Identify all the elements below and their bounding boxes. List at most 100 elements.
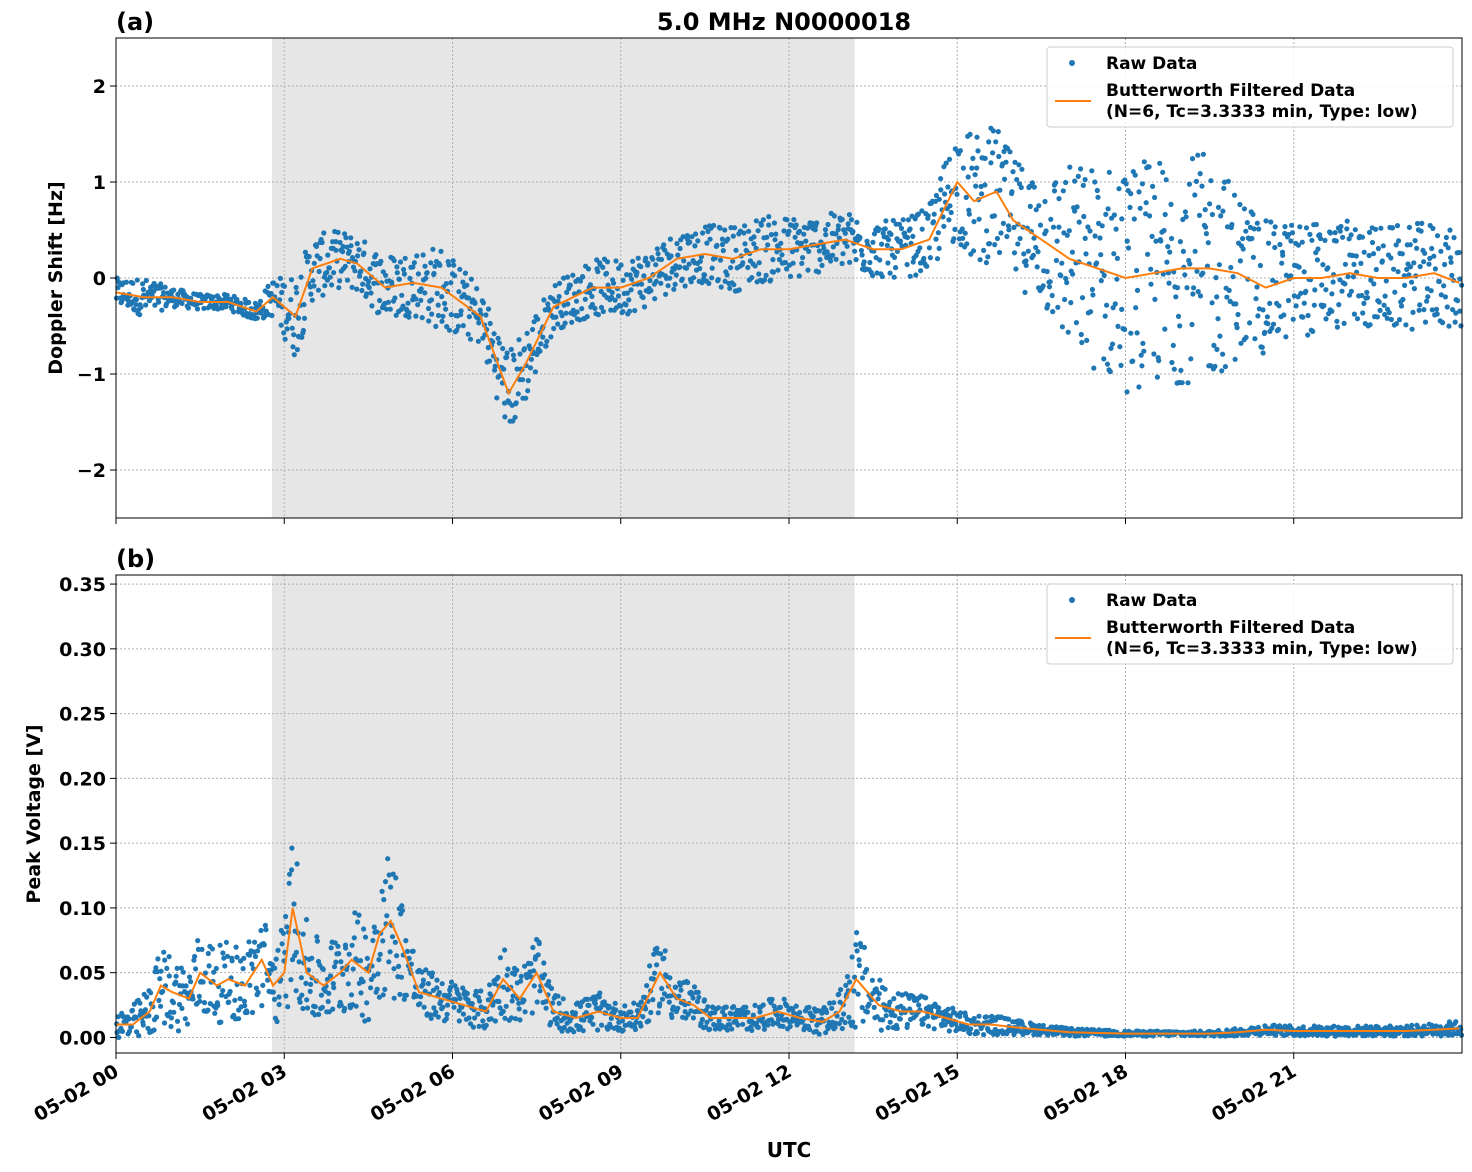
raw-data-point [1300, 314, 1306, 320]
raw-data-point [352, 910, 358, 916]
raw-data-point [750, 1012, 756, 1018]
raw-data-point [492, 367, 498, 373]
raw-data-point [1336, 302, 1342, 308]
raw-data-point [158, 968, 164, 974]
raw-data-point [948, 209, 954, 216]
legend-filtered-label-1: Butterworth Filtered Data [1106, 81, 1355, 101]
raw-data-point [487, 320, 493, 327]
raw-data-point [946, 217, 952, 223]
raw-data-point [833, 256, 839, 262]
raw-data-point [938, 176, 944, 182]
panel-b-x-ticks [115, 1053, 1295, 1059]
raw-data-point [778, 240, 784, 246]
raw-data-point [1179, 380, 1185, 386]
raw-data-point [641, 273, 647, 279]
raw-data-point [362, 934, 369, 940]
raw-data-point [1162, 326, 1168, 332]
raw-data-point [1045, 302, 1051, 308]
raw-data-point [1011, 224, 1017, 231]
raw-data-point [183, 983, 189, 989]
raw-data-point [455, 991, 462, 998]
raw-data-point [361, 250, 367, 256]
raw-data-point [335, 943, 341, 949]
raw-data-point [401, 266, 407, 273]
raw-data-point [627, 308, 633, 314]
raw-data-point [116, 1034, 122, 1040]
raw-data-point [889, 1009, 895, 1015]
raw-data-point [348, 243, 354, 249]
raw-data-point [770, 269, 777, 275]
raw-data-point [446, 992, 452, 998]
raw-data-point [527, 365, 534, 371]
raw-data-point [219, 992, 225, 998]
raw-data-point [377, 297, 383, 304]
raw-data-point [119, 1028, 126, 1034]
raw-data-point [843, 982, 849, 989]
raw-data-point [1351, 261, 1357, 267]
raw-data-point [319, 1004, 325, 1010]
raw-data-point [1310, 328, 1316, 334]
raw-data-point [696, 994, 702, 1000]
raw-data-point [1250, 254, 1256, 260]
raw-data-point [824, 249, 830, 255]
raw-data-point [374, 986, 380, 992]
raw-data-point [1406, 272, 1412, 278]
raw-data-point [474, 989, 480, 995]
raw-data-point [300, 931, 306, 937]
raw-data-point [403, 938, 409, 944]
raw-data-point [749, 275, 755, 281]
raw-data-point [992, 1026, 998, 1033]
raw-data-point [1094, 187, 1100, 194]
raw-data-point [665, 283, 671, 289]
raw-data-point [700, 230, 706, 236]
raw-data-point [422, 988, 428, 994]
raw-data-point [126, 1016, 132, 1022]
raw-data-point [1233, 301, 1239, 307]
raw-data-point [1452, 319, 1458, 325]
raw-data-point [429, 970, 436, 976]
raw-data-point [1438, 1033, 1444, 1039]
raw-data-point [697, 258, 704, 264]
raw-data-point [369, 303, 375, 309]
raw-data-point [1203, 231, 1209, 237]
raw-data-point [882, 226, 888, 232]
raw-data-point [613, 258, 619, 264]
raw-data-point [281, 330, 287, 336]
raw-data-point [661, 242, 667, 248]
raw-data-point [258, 927, 264, 934]
raw-data-point [1247, 320, 1253, 326]
raw-data-point [480, 300, 486, 306]
raw-data-point [242, 1003, 248, 1009]
raw-data-point [1184, 285, 1190, 291]
raw-data-point [790, 1006, 796, 1012]
raw-data-point [651, 970, 658, 976]
raw-data-point [1183, 214, 1189, 220]
raw-data-point [392, 295, 398, 301]
raw-data-point [1446, 323, 1452, 329]
raw-data-point [418, 297, 424, 303]
raw-data-point [1180, 248, 1186, 254]
raw-data-point [315, 287, 322, 293]
raw-data-point [457, 995, 463, 1002]
raw-data-point [518, 973, 524, 980]
raw-data-point [1209, 300, 1215, 306]
raw-data-point [176, 1001, 183, 1008]
raw-data-point [1327, 230, 1333, 236]
raw-data-point [846, 212, 853, 218]
raw-data-point [220, 988, 226, 994]
raw-data-point [856, 957, 862, 963]
raw-data-point [196, 993, 202, 1000]
raw-data-point [631, 1000, 637, 1006]
raw-data-point [609, 289, 615, 296]
raw-data-point [168, 1023, 174, 1030]
raw-data-point [779, 252, 785, 258]
raw-data-point [420, 252, 426, 258]
raw-data-point [677, 982, 683, 989]
raw-data-point [464, 990, 470, 997]
raw-data-point [291, 332, 297, 338]
raw-data-point [1240, 236, 1246, 242]
raw-data-point [325, 998, 331, 1005]
raw-data-point [1182, 272, 1188, 278]
raw-data-point [1091, 365, 1097, 371]
raw-data-point [859, 252, 865, 258]
